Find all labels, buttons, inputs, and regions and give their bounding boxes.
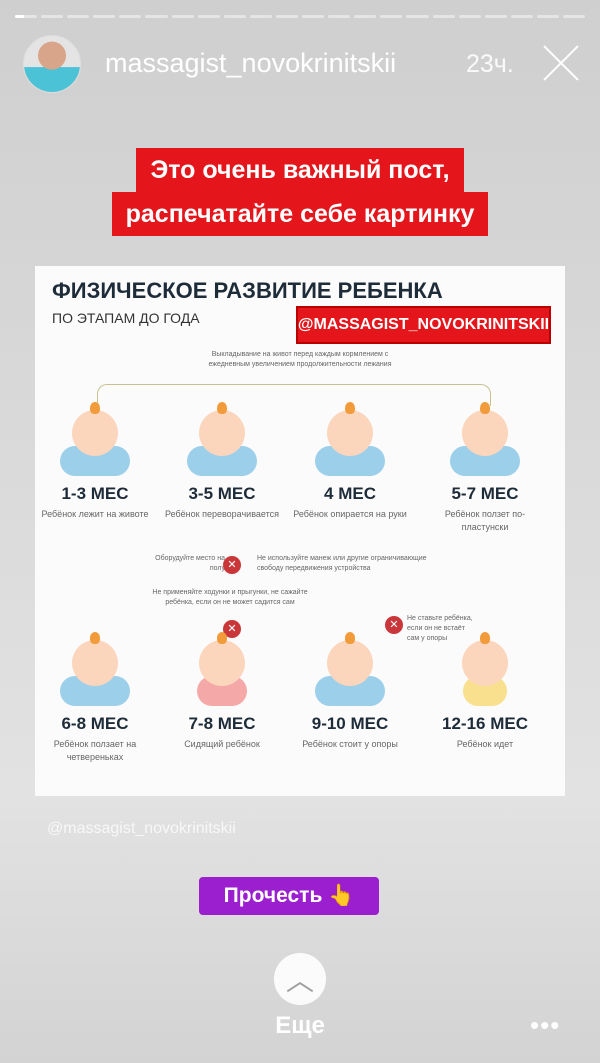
timestamp: 23ч. <box>466 50 514 78</box>
progress-segment <box>249 15 272 18</box>
stage-description: Ребёнок стоит у опоры <box>302 739 398 749</box>
progress-segment <box>197 15 220 18</box>
baby-illustration <box>35 632 155 706</box>
stage-5: 6-8 МЕС Ребёнок ползает на четвереньках <box>35 632 155 764</box>
baby-illustration <box>162 402 282 476</box>
infographic-title: ФИЗИЧЕСКОЕ РАЗВИТИЕ РЕБЕНКА <box>52 278 443 303</box>
progress-segment <box>302 15 325 18</box>
stage-age: 1-3 МЕС <box>61 484 129 503</box>
stage-age: 7-8 МЕС <box>188 714 256 733</box>
progress-segment <box>145 15 168 18</box>
progress-segment <box>93 15 116 18</box>
stage-3: 4 МЕС Ребёнок опирается на руки <box>290 402 410 521</box>
infographic: ФИЗИЧЕСКОЕ РАЗВИТИЕ РЕБЕНКА ПО ЭТАПАМ ДО… <box>35 266 565 796</box>
progress-fill <box>15 15 24 18</box>
baby-head <box>462 402 508 456</box>
baby-illustration <box>425 632 545 706</box>
baby-illustration <box>290 402 410 476</box>
stage-2: 3-5 МЕС Ребёнок переворачивается <box>162 402 282 521</box>
prohibit-icon: ✕ <box>385 616 403 634</box>
stage-age: 3-5 МЕС <box>188 484 256 503</box>
baby-illustration <box>162 632 282 706</box>
stage-description: Ребёнок переворачивается <box>165 509 279 519</box>
progress-segment <box>15 15 38 18</box>
progress-segment <box>275 15 299 18</box>
progress-segment <box>510 15 533 18</box>
more-options-icon[interactable]: ••• <box>530 1010 561 1040</box>
stage-description: Ребёнок ползет по-пластунски <box>444 509 526 532</box>
stage-age: 6-8 МЕС <box>61 714 129 733</box>
stage-description: Ребёнок опирается на руки <box>293 509 407 519</box>
more-label[interactable]: Еще <box>275 1012 325 1039</box>
banner-line-1: Это очень важный пост, <box>136 148 464 192</box>
close-icon[interactable] <box>543 45 579 81</box>
note-standing: Не ставьте ребёнка, если он не встаёт са… <box>407 615 473 642</box>
read-button[interactable]: Прочесть 👆 <box>199 877 379 915</box>
stage-age: 4 МЕС <box>324 484 376 503</box>
stage-1: 1-3 МЕС Ребёнок лежит на животе <box>35 402 155 521</box>
infographic-subtitle: ПО ЭТАПАМ ДО ГОДА <box>52 310 200 326</box>
stage-8: 12-16 МЕС Ребёнок идет <box>425 632 545 751</box>
banner-line-2: распечатайте себе картинку <box>111 192 489 236</box>
username[interactable]: massagist_novokrinitskii <box>105 48 397 78</box>
prohibit-icon: ✕ <box>223 556 241 574</box>
progress-segment <box>406 15 429 18</box>
baby-illustration <box>35 402 155 476</box>
stage-age: 9-10 МЕС <box>311 714 389 733</box>
note-top: Выкладывание на живот перед каждым кормл… <box>208 351 392 368</box>
stage-description: Ребёнок лежит на животе <box>41 509 149 519</box>
watermark: @massagist_novokrinitskii <box>47 820 236 837</box>
stage-6: 7-8 МЕС Сидящий ребёнок <box>162 632 282 751</box>
brace-line <box>97 384 491 406</box>
progress-segment <box>171 15 194 18</box>
progress-segment <box>536 15 559 18</box>
baby-illustration <box>425 402 545 476</box>
baby-head <box>72 402 118 456</box>
baby-head <box>199 402 245 456</box>
stage-age: 5-7 МЕС <box>451 484 519 503</box>
progress-segment <box>67 15 90 18</box>
baby-head <box>72 632 118 686</box>
progress-segment <box>119 15 142 18</box>
progress-segment <box>41 15 64 18</box>
progress-segment <box>484 15 507 18</box>
progress-segment <box>380 15 403 18</box>
baby-head <box>327 632 373 686</box>
stage-description: Сидящий ребёнок <box>184 739 260 749</box>
prohibit-icon: ✕ <box>223 620 241 638</box>
progress-segment <box>432 15 455 18</box>
progress-segment <box>354 15 377 18</box>
progress-segment <box>562 15 586 18</box>
stage-description: Ребёнок ползает на четвереньках <box>53 739 137 762</box>
note-floor: Оборудуйте место на полу <box>155 555 225 572</box>
chevron-up-icon[interactable]: ︿ <box>274 953 326 1005</box>
avatar[interactable] <box>23 35 81 93</box>
story-progress <box>15 15 586 18</box>
stage-description: Ребёнок идет <box>456 739 514 749</box>
stage-age: 12-16 МЕС <box>442 714 528 733</box>
note-playpen: Не используйте манеж или другие ограничи… <box>257 555 427 572</box>
stage-4: 5-7 МЕС Ребёнок ползет по-пластунски <box>425 402 545 534</box>
headline-banner: Это очень важный пост, распечатайте себе… <box>0 148 600 236</box>
progress-segment <box>223 15 246 18</box>
progress-segment <box>458 15 481 18</box>
note-walkers: Не применяйте ходунки и прыгунки, не саж… <box>152 589 308 606</box>
baby-illustration <box>290 632 410 706</box>
baby-head <box>199 632 245 686</box>
progress-segment <box>328 15 351 18</box>
infographic-tag: @MASSAGIST_NOVOKRINITSKII <box>296 306 551 344</box>
baby-head <box>462 632 508 686</box>
stage-7: 9-10 МЕС Ребёнок стоит у опоры <box>290 632 410 751</box>
baby-head <box>327 402 373 456</box>
